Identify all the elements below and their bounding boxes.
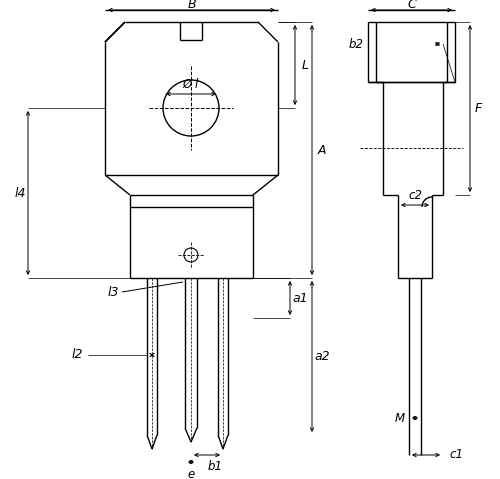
- Text: A: A: [318, 144, 326, 157]
- Text: M: M: [395, 411, 405, 424]
- Text: a2: a2: [314, 350, 330, 363]
- Text: l3: l3: [108, 285, 120, 298]
- Text: a1: a1: [292, 292, 308, 305]
- Text: B: B: [187, 0, 196, 11]
- Text: b2: b2: [349, 37, 364, 50]
- Text: Ø l: Ø l: [183, 78, 199, 91]
- Text: l4: l4: [14, 186, 26, 199]
- Text: L: L: [302, 58, 308, 71]
- Text: F: F: [474, 102, 482, 114]
- Text: e: e: [188, 468, 194, 479]
- Text: C: C: [407, 0, 416, 11]
- Text: c1: c1: [449, 448, 463, 461]
- Text: l2: l2: [72, 349, 84, 362]
- Text: c2: c2: [408, 189, 422, 202]
- Text: b1: b1: [208, 460, 222, 474]
